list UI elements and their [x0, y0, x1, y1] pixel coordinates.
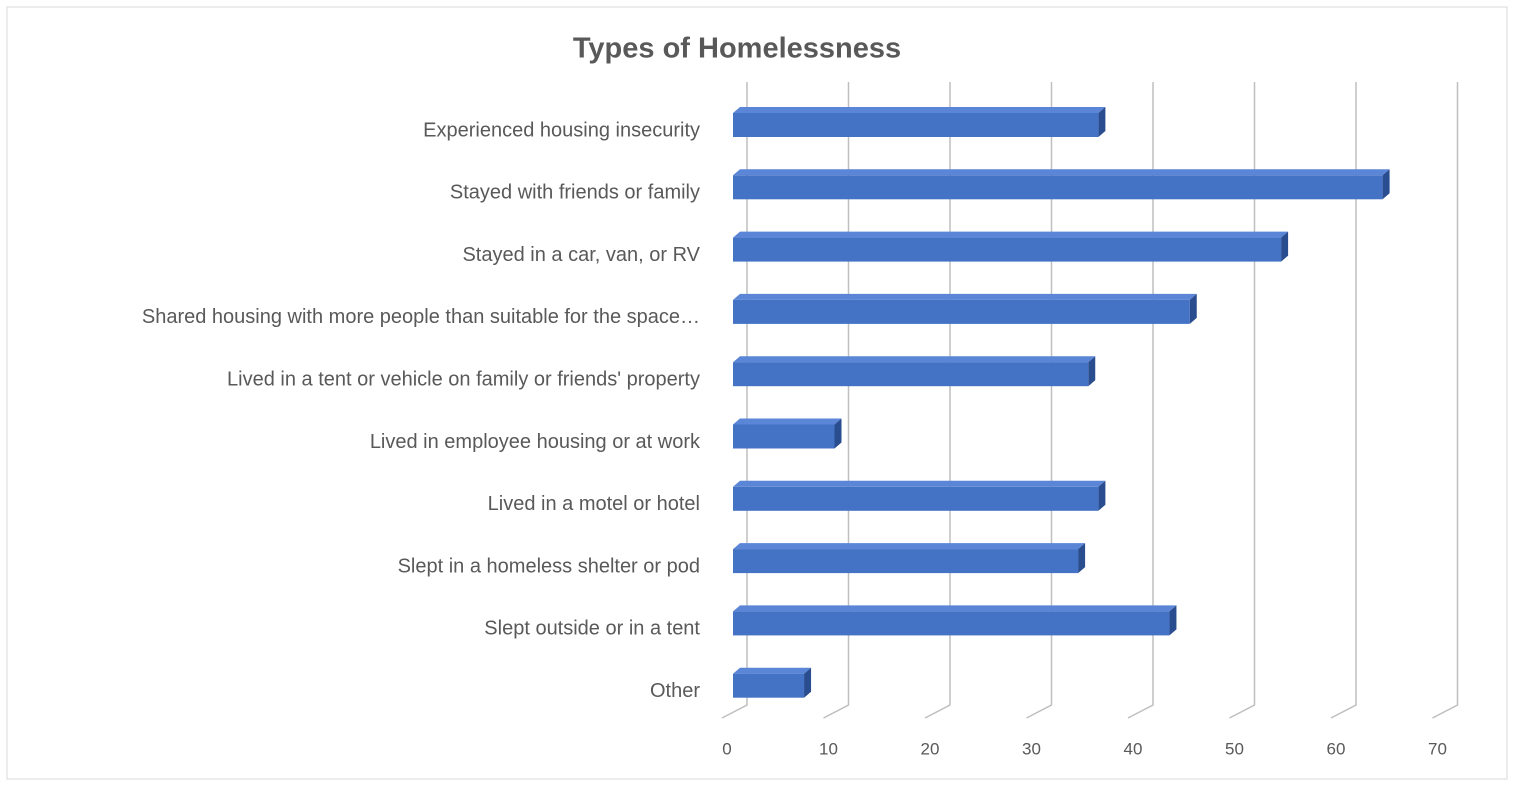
bar-side — [1078, 543, 1086, 574]
bar-side — [1098, 480, 1106, 511]
bar-top — [733, 667, 812, 674]
bar-side — [804, 667, 812, 698]
grid-line — [1330, 82, 1357, 719]
x-tick-label: 50 — [1225, 739, 1244, 758]
y-tick-label: Lived in employee housing or at work — [370, 431, 701, 453]
chart-title: Types of Homelessness — [573, 33, 901, 65]
bar — [733, 424, 835, 449]
y-tick-label: Slept in a homeless shelter or pod — [398, 555, 700, 577]
bar-side — [1189, 293, 1197, 324]
bar-top — [733, 231, 1289, 238]
bar — [733, 175, 1383, 200]
y-tick-label: Experienced housing insecurity — [423, 119, 700, 141]
bar-top — [733, 418, 842, 425]
bar-top — [733, 543, 1086, 550]
grid-line — [1229, 82, 1256, 719]
grid-line — [1127, 82, 1154, 719]
bar-top — [733, 169, 1390, 176]
y-tick-label: Other — [650, 680, 700, 702]
x-tick-label: 70 — [1428, 739, 1447, 758]
bar-side — [1088, 356, 1096, 387]
bar — [733, 362, 1089, 387]
bar-side — [834, 418, 842, 449]
bar-side — [1281, 231, 1289, 262]
bar — [733, 549, 1079, 574]
y-tick-label: Shared housing with more people than sui… — [142, 306, 700, 328]
bar — [733, 486, 1099, 511]
bar-top — [733, 293, 1197, 300]
y-tick-label: Slept outside or in a tent — [484, 618, 700, 640]
grid-line — [721, 82, 748, 719]
bar-side — [1382, 169, 1390, 200]
x-tick-label: 10 — [819, 739, 838, 758]
bar — [733, 673, 805, 698]
y-tick-label: Lived in a tent or vehicle on family or … — [227, 368, 700, 390]
bar-side — [1169, 605, 1177, 636]
grid-line — [823, 82, 850, 719]
bar — [733, 237, 1282, 262]
x-tick-label: 60 — [1327, 739, 1346, 758]
bar-top — [733, 356, 1096, 363]
y-tick-label: Stayed with friends or family — [450, 182, 700, 204]
y-tick-label: Lived in a motel or hotel — [488, 493, 700, 515]
grid-line — [924, 82, 951, 719]
bar-top — [733, 107, 1106, 113]
bar-top — [733, 605, 1177, 612]
x-tick-label: 20 — [921, 739, 940, 758]
x-tick-label: 0 — [722, 739, 731, 758]
grid-line — [1026, 82, 1053, 719]
bar — [733, 299, 1190, 324]
y-tick-label: Stayed in a car, van, or RV — [462, 244, 700, 266]
grid-line — [1432, 82, 1459, 719]
bar — [733, 611, 1170, 636]
x-tick-label: 40 — [1124, 739, 1143, 758]
bar — [733, 113, 1099, 137]
bar-side — [1098, 107, 1106, 137]
bar-top — [733, 480, 1106, 487]
x-tick-label: 30 — [1022, 739, 1041, 758]
